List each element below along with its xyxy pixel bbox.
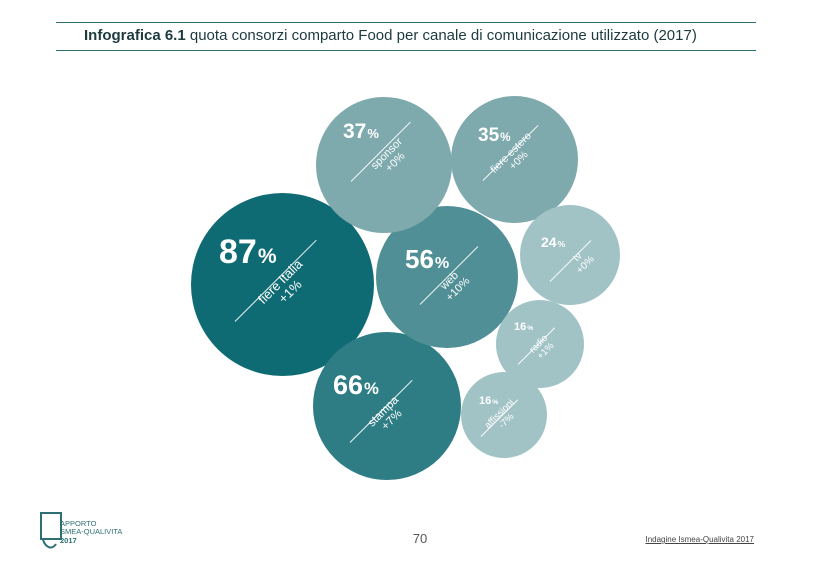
bubble-percent: 35% [478,125,511,146]
source-link[interactable]: Indagine Ismea-Qualivita 2017 [645,535,754,544]
header-rule-top [56,22,756,23]
bubble-fiere-estero: 35% fiere estero +0% [451,96,578,223]
logo-line: SMEA-QUALIVITA [60,527,123,537]
rapporto-logo-icon [40,512,62,549]
bubble-caption: radio +1% [527,333,557,362]
page-number: 70 [412,531,428,546]
logo-line: 2017 [60,535,77,545]
bubble-percent: 16% [479,395,499,407]
bubble-affissioni: 16% affissioni -7% [461,372,547,458]
bubble-caption: stampa +7% [366,394,410,438]
bubble-fiere-italia: 87% fiere Italia +1% [191,193,374,376]
bubble-tv: 24% tv +0% [520,205,620,305]
bubble-percent: 37% [343,120,379,143]
bubble-caption: tv +0% [568,247,597,276]
rapporto-logo-text: APPORTO SMEA-QUALIVITA 2017 [60,519,123,545]
infographic-caption: quota consorzi comparto Food per canale … [189,27,697,44]
bubble-sponsor: 37% sponsor +0% [316,97,452,233]
bubble-stampa: 66% stampa +7% [313,332,461,480]
header-rule-bottom [56,50,756,51]
bubble-percent: 87% [219,233,277,271]
infographic-number: Infografica 6.1 [84,27,186,44]
bubble-percent: 56% [405,244,450,274]
bubble-caption: sponsor +0% [369,136,414,181]
infographic-title: Infografica 6.1 quota consorzi comparto … [84,27,697,44]
bubble-percent: 66% [333,370,379,400]
bubble-percent: 24% [541,234,566,250]
bubble-caption: web +10% [436,267,472,304]
logo-line: APPORTO [60,519,97,528]
bubble-percent: 16% [514,321,534,333]
